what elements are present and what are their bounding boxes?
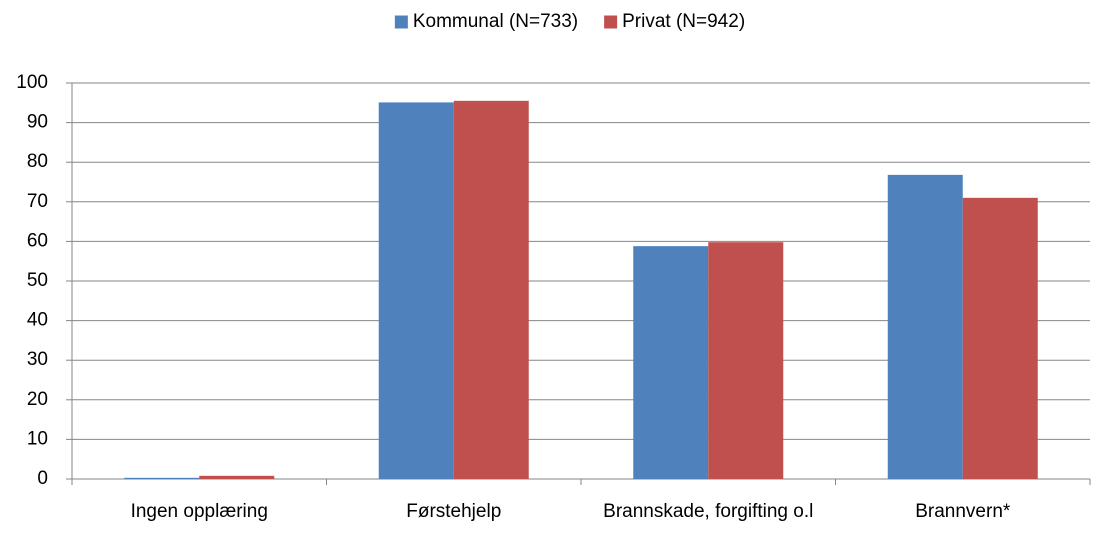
y-tick-label: 10 xyxy=(27,428,48,449)
bar xyxy=(633,246,709,479)
bar xyxy=(453,100,529,479)
y-tick-label: 40 xyxy=(27,310,48,331)
bar xyxy=(378,102,454,480)
legend-label: Privat (N=942) xyxy=(622,11,745,32)
bar xyxy=(199,475,275,479)
legend-swatch xyxy=(604,15,618,29)
y-tick-label: 50 xyxy=(27,270,48,291)
x-tick-label: Ingen opplæring xyxy=(130,501,268,522)
x-tick-label: Brannvern* xyxy=(915,501,1011,522)
legend-label: Kommunal (N=733) xyxy=(413,11,578,32)
y-tick-label: 80 xyxy=(27,151,48,172)
bar xyxy=(708,242,784,479)
bar xyxy=(124,477,200,479)
y-tick-label: 70 xyxy=(27,191,48,212)
x-tick-label: Brannskade, forgifting o.l xyxy=(603,501,814,522)
bar xyxy=(887,174,963,479)
bar xyxy=(962,197,1038,479)
y-tick-label: 20 xyxy=(27,389,48,410)
y-tick-label: 90 xyxy=(27,112,48,133)
y-tick-label: 100 xyxy=(16,72,48,93)
legend-swatch xyxy=(394,15,408,29)
y-tick-label: 60 xyxy=(27,230,48,251)
y-tick-label: 30 xyxy=(27,349,48,370)
y-tick-label: 0 xyxy=(37,468,48,489)
x-tick-label: Førstehjelp xyxy=(406,501,502,522)
